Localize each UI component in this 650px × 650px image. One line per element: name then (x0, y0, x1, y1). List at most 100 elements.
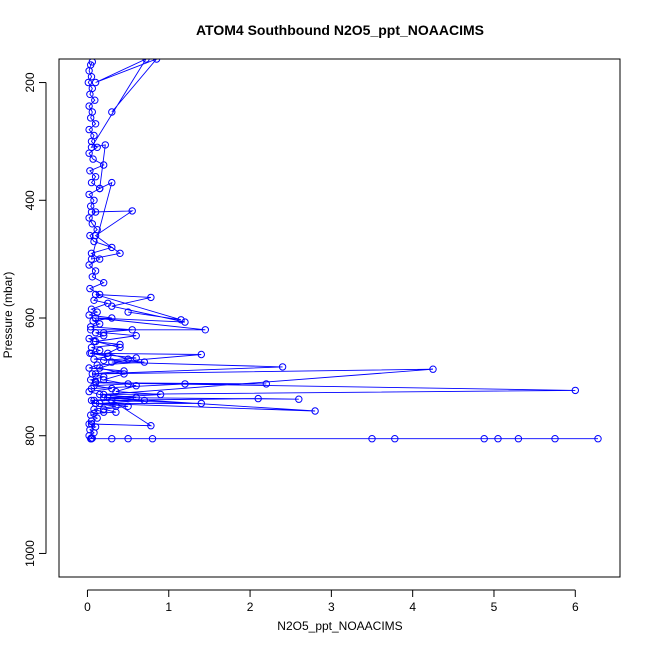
data-point (87, 178, 96, 187)
data-point (112, 387, 120, 396)
data-point (201, 326, 210, 334)
data-point (494, 435, 502, 443)
data-point (87, 143, 96, 152)
series-line-4 (90, 294, 206, 331)
series-line-3 (91, 397, 316, 427)
data-point (87, 420, 96, 428)
x-tick-label: 0 (84, 600, 91, 614)
data-point (108, 435, 116, 443)
plot-frame (58, 58, 621, 578)
data-point (85, 102, 93, 110)
data-point (100, 405, 108, 413)
data-point (132, 332, 140, 340)
data-point (85, 190, 93, 199)
data-point (86, 284, 94, 293)
data-point (112, 408, 120, 416)
data-point (85, 125, 93, 134)
data-point (108, 108, 116, 116)
data-point (108, 178, 116, 187)
data-point (295, 395, 303, 403)
data-point (91, 120, 100, 128)
data-point (87, 202, 95, 210)
x-axis: 0 1 2 3 4 5 6 (84, 589, 579, 614)
data-point (87, 349, 96, 357)
data-point (514, 435, 523, 443)
data-point (96, 184, 104, 193)
data-point (181, 318, 189, 326)
data-point (100, 356, 108, 365)
chart-title: ATOM4 Southbound N2O5_ppt_NOAACIMS (196, 22, 484, 38)
data-point (429, 365, 437, 373)
data-point (132, 354, 140, 362)
y-tick-label: 400 (23, 190, 37, 210)
data-point (96, 399, 104, 408)
data-point (116, 249, 124, 258)
x-tick-label: 1 (165, 600, 172, 614)
data-point (87, 384, 96, 393)
data-point (87, 249, 96, 258)
data-point (91, 78, 100, 87)
data-point (124, 402, 132, 410)
data-point (84, 78, 93, 87)
data-point (156, 390, 165, 399)
data-point (124, 308, 132, 316)
data-point (571, 386, 579, 395)
data-point (262, 380, 270, 388)
y-tick-label: 800 (23, 425, 37, 445)
x-tick-label: 5 (491, 600, 498, 614)
data-point (91, 370, 100, 378)
data-point (100, 329, 108, 337)
series-line-6 (93, 332, 161, 414)
data-point (91, 399, 100, 408)
data-point (278, 363, 287, 371)
data-point (96, 320, 104, 328)
x-tick-label: 2 (247, 600, 254, 614)
data-point (147, 293, 155, 302)
x-tick-label: 4 (409, 600, 416, 614)
data-point (91, 173, 100, 181)
data-point (177, 316, 185, 324)
data-point (91, 267, 100, 275)
data-point (91, 96, 99, 104)
data-point (87, 326, 95, 334)
data-point (132, 382, 140, 390)
data-point (100, 279, 108, 287)
data-point (108, 302, 116, 310)
data-point (90, 131, 98, 140)
x-tick-label: 6 (572, 600, 579, 614)
x-axis-title: N2O5_ppt_NOAACIMS (277, 619, 402, 633)
data-point (91, 231, 100, 240)
data-point (90, 409, 98, 418)
data-point (551, 435, 559, 443)
data-point (96, 255, 104, 263)
data-point (91, 290, 100, 299)
data-point (100, 393, 108, 402)
data-point (108, 314, 116, 322)
data-point (108, 358, 116, 366)
y-tick-label: 600 (23, 308, 37, 328)
data-point (90, 196, 98, 205)
data-point (197, 399, 206, 408)
data-point (120, 370, 128, 378)
x-tick-label: 3 (328, 600, 335, 614)
y-axis: 200 400 600 800 1000 (23, 72, 47, 567)
data-point (88, 220, 97, 228)
data-point (254, 394, 262, 403)
data-point (87, 208, 96, 216)
data-point (128, 207, 136, 215)
data-point (96, 364, 104, 372)
data-point (100, 376, 108, 384)
data-point (88, 273, 97, 281)
data-point (91, 337, 100, 346)
data-point (368, 435, 376, 443)
data-point (87, 435, 96, 443)
data-point (91, 379, 100, 387)
y-axis-title: Pressure (mbar) (1, 272, 15, 359)
data-point (100, 332, 108, 340)
plot-area (84, 59, 602, 443)
data-point (140, 396, 149, 405)
series-line-5 (90, 59, 157, 260)
data-point (86, 231, 94, 240)
data-point (101, 141, 110, 149)
